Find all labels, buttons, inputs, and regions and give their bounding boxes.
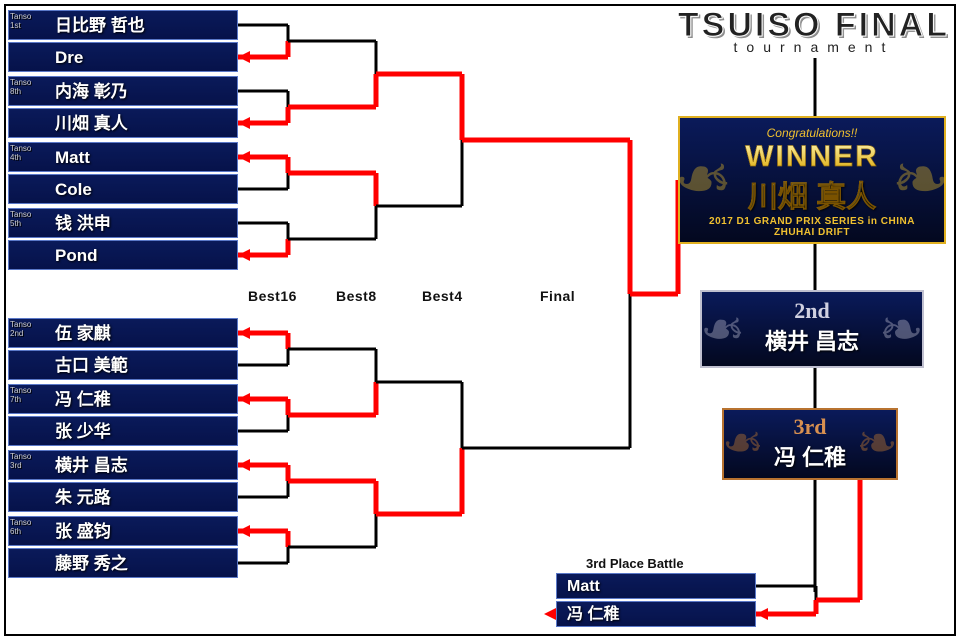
player-pair: Tanso6th张 盛钧藤野 秀之 — [8, 516, 238, 578]
laurel-icon: ❧ — [856, 414, 898, 472]
players-top-group: Tanso1st日比野 哲也DreTanso8th内海 彰乃川畑 真人Tanso… — [8, 10, 238, 274]
winner-sub2: ZHUHAI DRIFT — [680, 227, 944, 238]
player-box: 藤野 秀之 — [8, 548, 238, 578]
player-pair: Tanso7th冯 仁稚张 少华 — [8, 384, 238, 446]
seed-label: Tanso5th — [10, 210, 31, 228]
title-block: TSUISO FINAL tournament — [678, 6, 950, 55]
seed-label: Tanso4th — [10, 144, 31, 162]
player-box: 朱 元路 — [8, 482, 238, 512]
player-box: 张 少华 — [8, 416, 238, 446]
round-label-best4: Best4 — [422, 288, 463, 304]
player-box: 张 盛钧 — [8, 516, 238, 546]
round-label-best16: Best16 — [248, 288, 297, 304]
winner-arrow-icon — [756, 608, 768, 620]
player-box: Cole — [8, 174, 238, 204]
winner-arrow-icon — [238, 51, 250, 63]
player-box: 钱 洪申 — [8, 208, 238, 238]
player-box: Matt — [8, 142, 238, 172]
seed-label: Tanso3rd — [10, 452, 31, 470]
winner-arrow-icon — [238, 459, 250, 471]
player-box: 横井 昌志 — [8, 450, 238, 480]
player-box: 川畑 真人 — [8, 108, 238, 138]
third-place-battle: 3rd Place Battle Matt 冯 仁稚 — [556, 556, 756, 629]
winner-arrow-icon — [544, 608, 556, 620]
laurel-icon: ❧ — [674, 138, 733, 220]
player-pair: Tanso1st日比野 哲也Dre — [8, 10, 238, 72]
seed-label: Tanso2nd — [10, 320, 31, 338]
podium-winner: ❧ ❧ Congratulations!! WINNER 川畑 真人 2017 … — [678, 116, 946, 244]
winner-arrow-icon — [238, 151, 250, 163]
player-box: 古口 美範 — [8, 350, 238, 380]
winner-arrow-icon — [238, 393, 250, 405]
player-box: Pond — [8, 240, 238, 270]
winner-arrow-icon — [238, 249, 250, 261]
seed-label: Tanso7th — [10, 386, 31, 404]
winner-arrow-icon — [238, 327, 250, 339]
seed-label: Tanso8th — [10, 78, 31, 96]
players-bottom-group: Tanso2nd伍 家麒古口 美範Tanso7th冯 仁稚张 少华Tanso3r… — [8, 318, 238, 582]
round-label-best8: Best8 — [336, 288, 377, 304]
player-box: Dre — [8, 42, 238, 72]
laurel-icon: ❧ — [700, 298, 745, 361]
winner-arrow-icon — [238, 117, 250, 129]
player-box: 日比野 哲也 — [8, 10, 238, 40]
laurel-icon: ❧ — [722, 414, 764, 472]
round-label-final: Final — [540, 288, 575, 304]
seed-label: Tanso1st — [10, 12, 31, 30]
player-pair: Tanso3rd横井 昌志朱 元路 — [8, 450, 238, 512]
winner-arrow-icon — [238, 525, 250, 537]
player-box: 伍 家麒 — [8, 318, 238, 348]
player-pair: Tanso5th钱 洪申Pond — [8, 208, 238, 270]
laurel-icon: ❧ — [891, 138, 950, 220]
podium-third: ❧ ❧ 3rd 冯 仁稚 — [722, 408, 898, 480]
player-box: 内海 彰乃 — [8, 76, 238, 106]
third-battle-a: Matt — [556, 573, 756, 599]
third-battle-b: 冯 仁稚 — [556, 601, 756, 627]
laurel-icon: ❧ — [879, 298, 924, 361]
third-battle-label: 3rd Place Battle — [586, 556, 756, 571]
player-pair: Tanso2nd伍 家麒古口 美範 — [8, 318, 238, 380]
player-pair: Tanso8th内海 彰乃川畑 真人 — [8, 76, 238, 138]
seed-label: Tanso6th — [10, 518, 31, 536]
podium-second: ❧ ❧ 2nd 横井 昌志 — [700, 290, 924, 368]
player-box: 冯 仁稚 — [8, 384, 238, 414]
player-pair: Tanso4thMattCole — [8, 142, 238, 204]
